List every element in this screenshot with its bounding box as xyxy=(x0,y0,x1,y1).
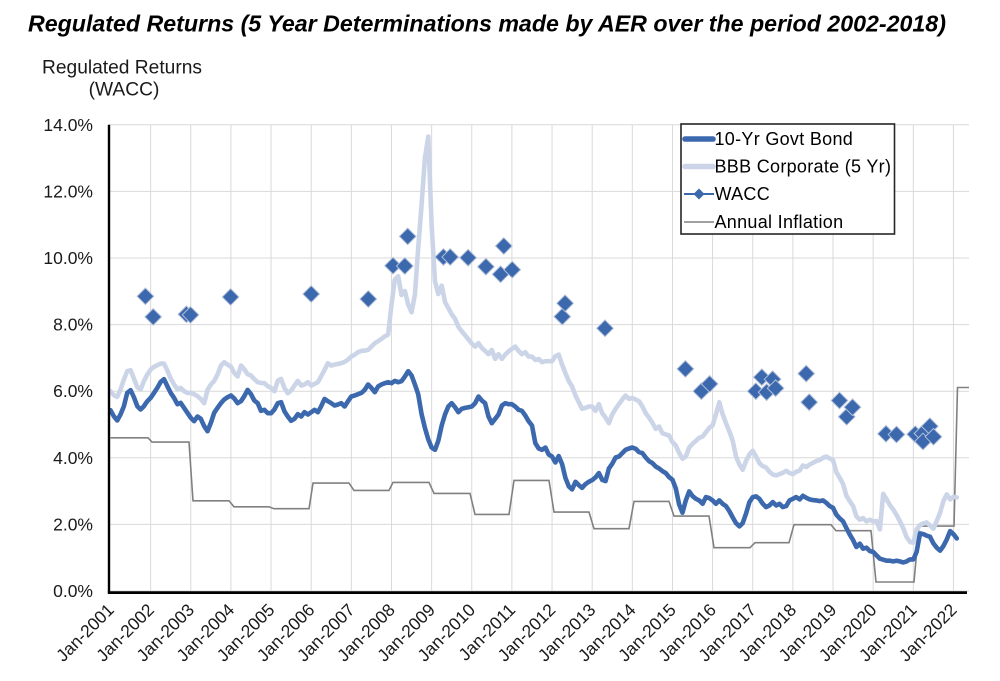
svg-text:14.0%: 14.0% xyxy=(43,115,93,135)
svg-text:12.0%: 12.0% xyxy=(43,181,93,201)
svg-text:Annual Inflation: Annual Inflation xyxy=(715,212,844,232)
svg-text:10.0%: 10.0% xyxy=(43,248,93,268)
svg-text:0.0%: 0.0% xyxy=(53,581,93,601)
svg-text:6.0%: 6.0% xyxy=(53,381,93,401)
svg-text:8.0%: 8.0% xyxy=(53,315,93,335)
svg-text:Regulated Returns (5 Year Dete: Regulated Returns (5 Year Determinations… xyxy=(28,11,946,37)
svg-text:(WACC): (WACC) xyxy=(89,80,160,101)
svg-text:10-Yr Govt Bond: 10-Yr Govt Bond xyxy=(715,129,854,149)
svg-text:4.0%: 4.0% xyxy=(53,448,93,468)
svg-text:Regulated Returns: Regulated Returns xyxy=(42,58,202,79)
svg-text:WACC: WACC xyxy=(715,184,771,204)
svg-text:2.0%: 2.0% xyxy=(53,514,93,534)
svg-text:BBB Corporate (5 Yr): BBB Corporate (5 Yr) xyxy=(715,157,892,177)
